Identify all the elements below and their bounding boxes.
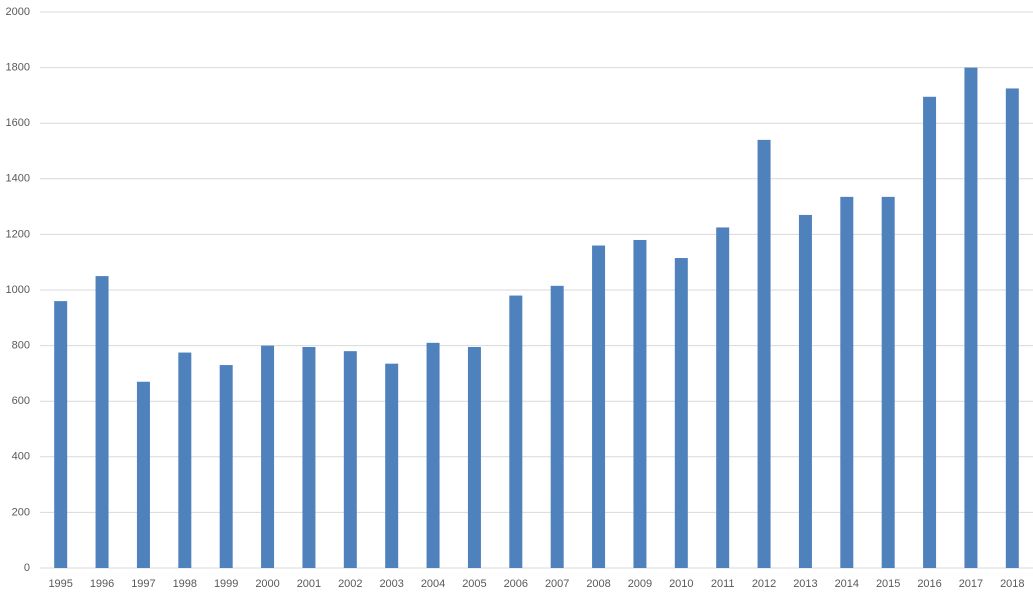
bar xyxy=(757,139,771,568)
y-tick-label: 1000 xyxy=(6,284,30,296)
bar xyxy=(178,352,192,568)
bar xyxy=(964,67,978,568)
y-tick-label: 1800 xyxy=(6,62,30,74)
x-tick-label: 2002 xyxy=(338,578,362,590)
bar xyxy=(343,351,357,568)
bar xyxy=(550,285,564,568)
x-tick-label: 2010 xyxy=(669,578,693,590)
x-tick-label: 2008 xyxy=(586,578,610,590)
bar xyxy=(798,214,812,568)
bar xyxy=(674,258,688,568)
x-tick-label: 2018 xyxy=(1000,578,1024,590)
x-tick-label: 1995 xyxy=(48,578,72,590)
bar xyxy=(302,346,316,568)
x-tick-label: 2017 xyxy=(959,578,983,590)
x-tick-label: 1999 xyxy=(214,578,238,590)
x-tick-label: 2009 xyxy=(628,578,652,590)
x-tick-label: 1998 xyxy=(173,578,197,590)
x-tick-label: 2003 xyxy=(379,578,403,590)
x-tick-label: 2004 xyxy=(421,578,445,590)
x-tick-label: 2014 xyxy=(835,578,859,590)
bar xyxy=(509,295,523,568)
bar xyxy=(1005,88,1019,568)
x-tick-label: 2005 xyxy=(462,578,486,590)
bar xyxy=(54,301,68,568)
x-tick-label: 2013 xyxy=(793,578,817,590)
y-tick-label: 600 xyxy=(12,395,30,407)
y-tick-label: 800 xyxy=(12,340,30,352)
y-tick-label: 400 xyxy=(12,451,30,463)
bar xyxy=(467,346,481,568)
x-tick-label: 1997 xyxy=(131,578,155,590)
y-tick-label: 200 xyxy=(12,506,30,518)
bar xyxy=(385,363,399,568)
x-tick-label: 2006 xyxy=(504,578,528,590)
bar xyxy=(840,196,854,568)
bar xyxy=(136,381,150,568)
y-tick-label: 1400 xyxy=(6,173,30,185)
bar xyxy=(261,345,275,568)
x-tick-label: 2015 xyxy=(876,578,900,590)
bar xyxy=(592,245,606,568)
x-tick-label: 1996 xyxy=(90,578,114,590)
x-tick-label: 2007 xyxy=(545,578,569,590)
y-tick-label: 1200 xyxy=(6,228,30,240)
bar xyxy=(923,96,937,568)
x-tick-label: 2016 xyxy=(917,578,941,590)
x-tick-label: 2000 xyxy=(255,578,279,590)
bar xyxy=(881,196,895,568)
x-tick-label: 2001 xyxy=(297,578,321,590)
bar xyxy=(219,365,233,568)
y-tick-label: 2000 xyxy=(6,6,30,18)
y-tick-label: 1600 xyxy=(6,117,30,129)
x-tick-label: 2011 xyxy=(711,578,735,590)
bar xyxy=(716,227,730,568)
x-tick-label: 2012 xyxy=(752,578,776,590)
bar xyxy=(633,239,647,568)
bar xyxy=(426,342,440,568)
y-tick-label: 0 xyxy=(24,562,30,574)
bar xyxy=(95,276,109,568)
